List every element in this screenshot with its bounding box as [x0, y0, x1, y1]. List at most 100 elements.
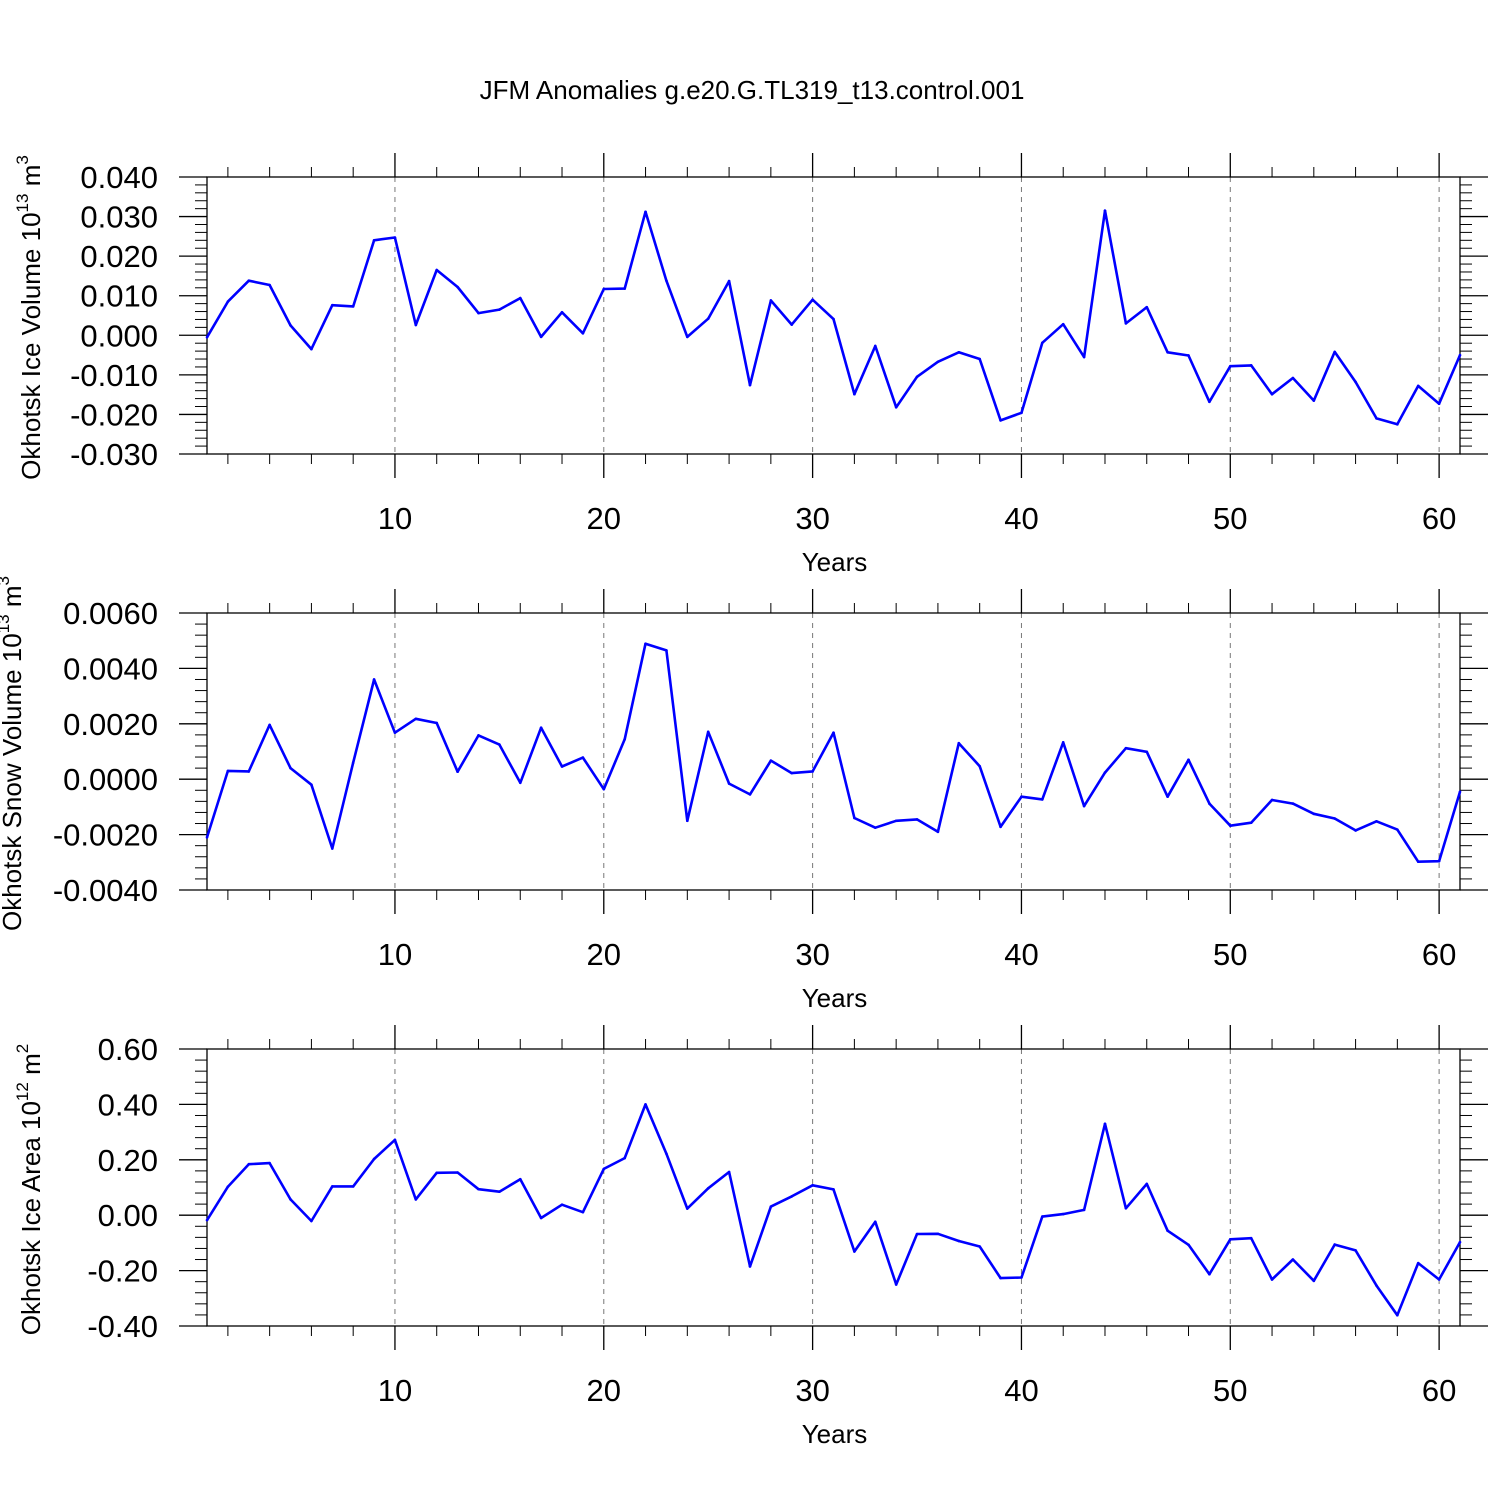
- data-point: [811, 770, 814, 773]
- data-point: [1437, 402, 1441, 406]
- y-tick-label: 0.000: [80, 318, 158, 353]
- data-point: [351, 305, 355, 308]
- x-axis-label: Years: [802, 983, 868, 1013]
- data-point: [1249, 364, 1253, 367]
- y-label-unit: m: [16, 1053, 46, 1082]
- data-point: [1145, 1182, 1149, 1186]
- data-point: [978, 1245, 981, 1248]
- data-point: [873, 344, 877, 348]
- data-point: [560, 311, 564, 314]
- data-point: [289, 324, 292, 327]
- data-point: [1228, 364, 1232, 368]
- data-point: [811, 298, 814, 301]
- data-point: [247, 770, 251, 773]
- data-point: [957, 1239, 961, 1243]
- plot-frame: [206, 176, 1461, 455]
- y-label-base: Okhotsk Ice Area 10: [16, 1101, 46, 1335]
- data-point: [1270, 392, 1274, 396]
- data-point: [644, 210, 647, 214]
- data-point: [727, 782, 731, 785]
- y-tick-label: 0.0000: [63, 762, 158, 797]
- data-point: [915, 1232, 919, 1236]
- data-point: [518, 1177, 522, 1181]
- x-tick-label: 50: [1213, 937, 1247, 972]
- data-point: [1020, 411, 1023, 415]
- data-point: [268, 723, 271, 727]
- ice-area-panel: 10 20 30 40 50 60 -0.40 -0.20 0.00 0.20 0.40 0.60 Ye…: [13, 1025, 1488, 1449]
- data-point: [623, 1156, 626, 1160]
- data-point: [205, 335, 209, 339]
- data-point: [915, 375, 919, 379]
- data-point: [999, 419, 1002, 422]
- data-point: [1041, 798, 1044, 801]
- data-point: [414, 1198, 418, 1201]
- x-tick-label: 50: [1213, 1373, 1247, 1408]
- data-point: [414, 323, 418, 327]
- y-tick-label: -0.0020: [53, 818, 158, 853]
- data-point: [1166, 1229, 1169, 1233]
- data-point: [1061, 1212, 1065, 1216]
- data-point: [769, 1205, 773, 1208]
- snow-volume-panel: 10 20 30 40 50 60 -0.0040 -0.0020 0.0000 0.0020 0.…: [0, 576, 1488, 1013]
- data-point: [351, 1185, 355, 1188]
- x-tick-label: 20: [587, 937, 621, 972]
- x-tick-label: 40: [1004, 937, 1038, 972]
- data-point: [832, 1188, 835, 1191]
- data-point: [957, 351, 961, 354]
- data-point: [226, 300, 230, 303]
- data-point: [769, 299, 773, 302]
- data-point: [1354, 829, 1357, 832]
- data-point: [727, 1170, 731, 1174]
- data-point: [560, 1203, 564, 1206]
- y-axis-label: Okhotsk Ice Volume 1013 m3: [13, 155, 46, 480]
- data-point: [539, 1216, 543, 1220]
- data-point: [205, 1218, 209, 1222]
- y-label-unit-exponent: 3: [0, 576, 13, 585]
- data-point: [1333, 1243, 1336, 1246]
- data-point: [498, 743, 501, 746]
- data-point: [372, 678, 376, 681]
- data-point: [1291, 376, 1295, 380]
- data-point: [915, 818, 919, 821]
- data-point: [1020, 1276, 1023, 1279]
- y-tick-label: 0.040: [80, 160, 158, 195]
- y-label-base: Okhotsk Ice Volume 10: [16, 212, 46, 479]
- data-point: [1061, 322, 1065, 326]
- data-point: [456, 285, 459, 289]
- data-point: [665, 649, 668, 652]
- data-point: [1228, 824, 1232, 828]
- y-tick-label: -0.030: [70, 437, 158, 472]
- data-point: [1333, 817, 1336, 820]
- data-point: [1458, 353, 1462, 357]
- data-point: [581, 1210, 585, 1214]
- y-label-unit: m: [16, 165, 46, 194]
- data-point: [268, 1161, 271, 1165]
- ice-volume-panel: 10 20 30 40 50 60 -0.030 -0.020 -0.010 0.000 0.010…: [13, 153, 1488, 577]
- data-point: [435, 268, 439, 272]
- data-point: [999, 825, 1002, 829]
- data-point: [665, 1152, 668, 1156]
- data-point: [936, 360, 940, 364]
- data-point: [1437, 859, 1441, 863]
- data-point: [1166, 351, 1169, 354]
- data-point: [1166, 795, 1169, 798]
- data-point: [310, 347, 313, 351]
- data-point: [247, 1162, 251, 1166]
- data-point: [1354, 1249, 1357, 1252]
- data-point: [351, 761, 355, 764]
- y-tick-label: 0.00: [98, 1198, 158, 1233]
- y-tick-label: 0.20: [98, 1143, 158, 1178]
- data-point: [1312, 1279, 1316, 1283]
- data-point: [310, 1219, 313, 1223]
- data-point: [372, 239, 376, 242]
- data-point: [1312, 812, 1316, 816]
- data-point: [790, 1195, 794, 1198]
- data-point: [748, 1265, 752, 1268]
- data-point: [331, 847, 334, 850]
- data-point: [894, 819, 898, 823]
- data-point: [853, 816, 856, 820]
- x-tick-label: 50: [1213, 501, 1247, 536]
- data-point: [477, 734, 480, 737]
- y-tick-label: 0.030: [80, 200, 158, 235]
